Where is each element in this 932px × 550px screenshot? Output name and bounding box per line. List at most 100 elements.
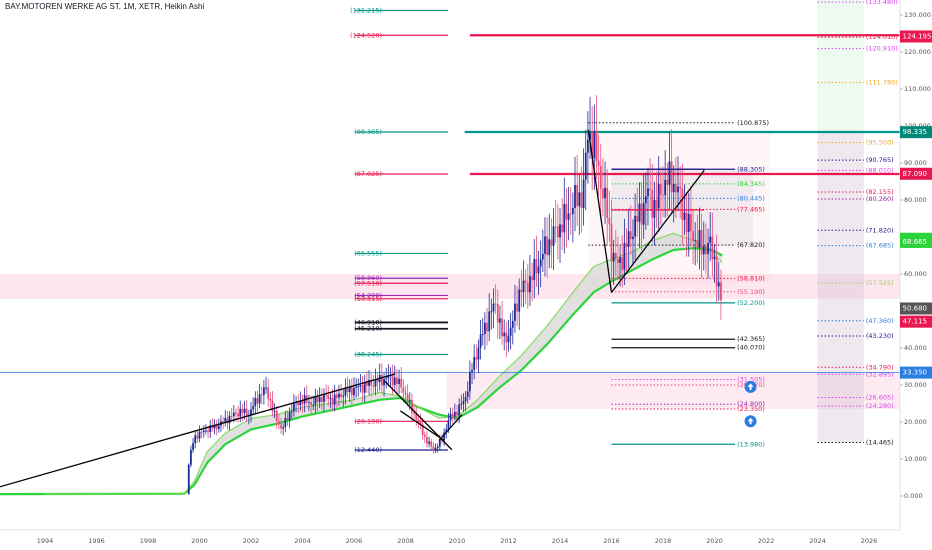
candle-body bbox=[670, 161, 673, 193]
level-proj-label-20: (14.465) bbox=[866, 438, 894, 446]
candle-body bbox=[434, 448, 437, 450]
level-left-label-3: (98.385) bbox=[354, 128, 382, 136]
level-right-label-4: (77.465) bbox=[737, 205, 765, 213]
candle-body bbox=[664, 179, 667, 196]
level-proj-label-16: (34.790) bbox=[866, 363, 894, 371]
candle-body bbox=[503, 332, 506, 337]
level-proj-label-13: (57.525) bbox=[866, 279, 894, 287]
candle-body bbox=[578, 192, 581, 207]
candle-body bbox=[614, 252, 617, 260]
candle-body bbox=[623, 243, 626, 270]
candle-body bbox=[280, 424, 282, 429]
x-tick-label: 2016 bbox=[603, 537, 620, 545]
candle-body bbox=[499, 318, 501, 323]
candle-body bbox=[190, 449, 192, 465]
y-axis-bg bbox=[900, 0, 932, 550]
candle-body bbox=[505, 332, 508, 343]
candle-body bbox=[715, 256, 718, 287]
x-tick-label: 1996 bbox=[88, 537, 105, 545]
level-left-label-9: (53.315) bbox=[354, 295, 382, 303]
level-proj-label-12: (67.685) bbox=[866, 242, 894, 250]
candle-body bbox=[602, 188, 604, 199]
candle-body bbox=[604, 187, 606, 199]
candle-body bbox=[269, 398, 272, 401]
candle-body bbox=[692, 230, 694, 241]
candle-body bbox=[642, 203, 645, 225]
candle-body bbox=[239, 408, 242, 417]
candle-body bbox=[582, 179, 585, 209]
candle-body bbox=[361, 385, 364, 393]
candle-body bbox=[359, 385, 362, 387]
level-proj-label-17: (32.895) bbox=[866, 370, 894, 378]
candle-body bbox=[196, 435, 199, 439]
candle-body bbox=[333, 394, 336, 405]
candle-body bbox=[608, 217, 611, 225]
price-badge-6 bbox=[900, 302, 932, 315]
price-badge-8 bbox=[900, 366, 932, 379]
candle-body bbox=[250, 409, 252, 416]
level-proj-label-6: (95.500) bbox=[866, 139, 894, 147]
level-right-label-7: (55.190) bbox=[737, 288, 765, 296]
candle-body bbox=[651, 190, 654, 218]
level-left-label-2: (124.520) bbox=[350, 31, 382, 39]
candle-body bbox=[421, 424, 424, 435]
candle-body bbox=[376, 379, 379, 383]
candle-body bbox=[561, 224, 564, 233]
candle-body bbox=[202, 430, 205, 433]
candle-body bbox=[423, 434, 426, 437]
level-right-label-8: (52.200) bbox=[737, 299, 765, 307]
candle-body bbox=[509, 327, 512, 336]
candle-body bbox=[432, 446, 435, 450]
candle-body bbox=[211, 425, 214, 429]
level-right-label-14: (23.350) bbox=[737, 405, 765, 413]
level-proj-label-7: (90.765) bbox=[866, 156, 894, 164]
candle-body bbox=[402, 387, 405, 393]
candle-body bbox=[374, 379, 377, 387]
candle-body bbox=[507, 335, 510, 343]
candle-body bbox=[713, 256, 716, 260]
y-tick-label: 90.000 bbox=[904, 159, 927, 167]
candle-body bbox=[705, 245, 707, 255]
candle-body bbox=[496, 304, 499, 323]
candle-body bbox=[638, 203, 641, 222]
x-tick-label: 2004 bbox=[294, 537, 311, 545]
candle-body bbox=[477, 347, 480, 360]
x-tick-label: 2012 bbox=[500, 537, 517, 545]
candle-body bbox=[580, 192, 583, 209]
candle-body bbox=[574, 185, 576, 208]
candle-body bbox=[494, 303, 497, 305]
x-tick-label: 2010 bbox=[449, 537, 466, 545]
level-proj-label-2: (133.480) bbox=[866, 0, 898, 6]
candle-body bbox=[323, 394, 325, 402]
candle-body bbox=[479, 334, 482, 348]
level-left-label-10: (46.910) bbox=[354, 318, 382, 326]
candle-body bbox=[696, 239, 699, 248]
candle-body bbox=[685, 212, 688, 232]
price-badge-3 bbox=[900, 167, 932, 180]
level-left-label-6: (58.860) bbox=[354, 274, 382, 282]
candle-body bbox=[672, 184, 675, 193]
zone-upper bbox=[0, 274, 900, 299]
arrow-up-icon bbox=[747, 383, 754, 390]
candle-body bbox=[462, 401, 465, 404]
candle-body bbox=[576, 185, 579, 207]
candle-body bbox=[411, 399, 413, 413]
candle-body bbox=[325, 394, 328, 396]
candle-body bbox=[657, 184, 660, 209]
info-arrow-icon-1[interactable] bbox=[744, 415, 757, 428]
x-tick-label: 2014 bbox=[552, 537, 569, 545]
candle-body bbox=[284, 418, 287, 427]
candle-body bbox=[634, 215, 637, 237]
candle-body bbox=[282, 426, 285, 429]
candle-body bbox=[595, 131, 598, 162]
candle-body bbox=[627, 231, 630, 248]
candle-body bbox=[647, 188, 649, 197]
info-arrow-icon-0[interactable] bbox=[744, 380, 757, 393]
candle-body bbox=[348, 386, 351, 393]
candle-body bbox=[720, 282, 722, 301]
x-tick-label: 2006 bbox=[346, 537, 363, 545]
candle-body bbox=[550, 239, 553, 246]
candle-body bbox=[501, 318, 503, 337]
x-tick-label: 2026 bbox=[861, 537, 878, 545]
